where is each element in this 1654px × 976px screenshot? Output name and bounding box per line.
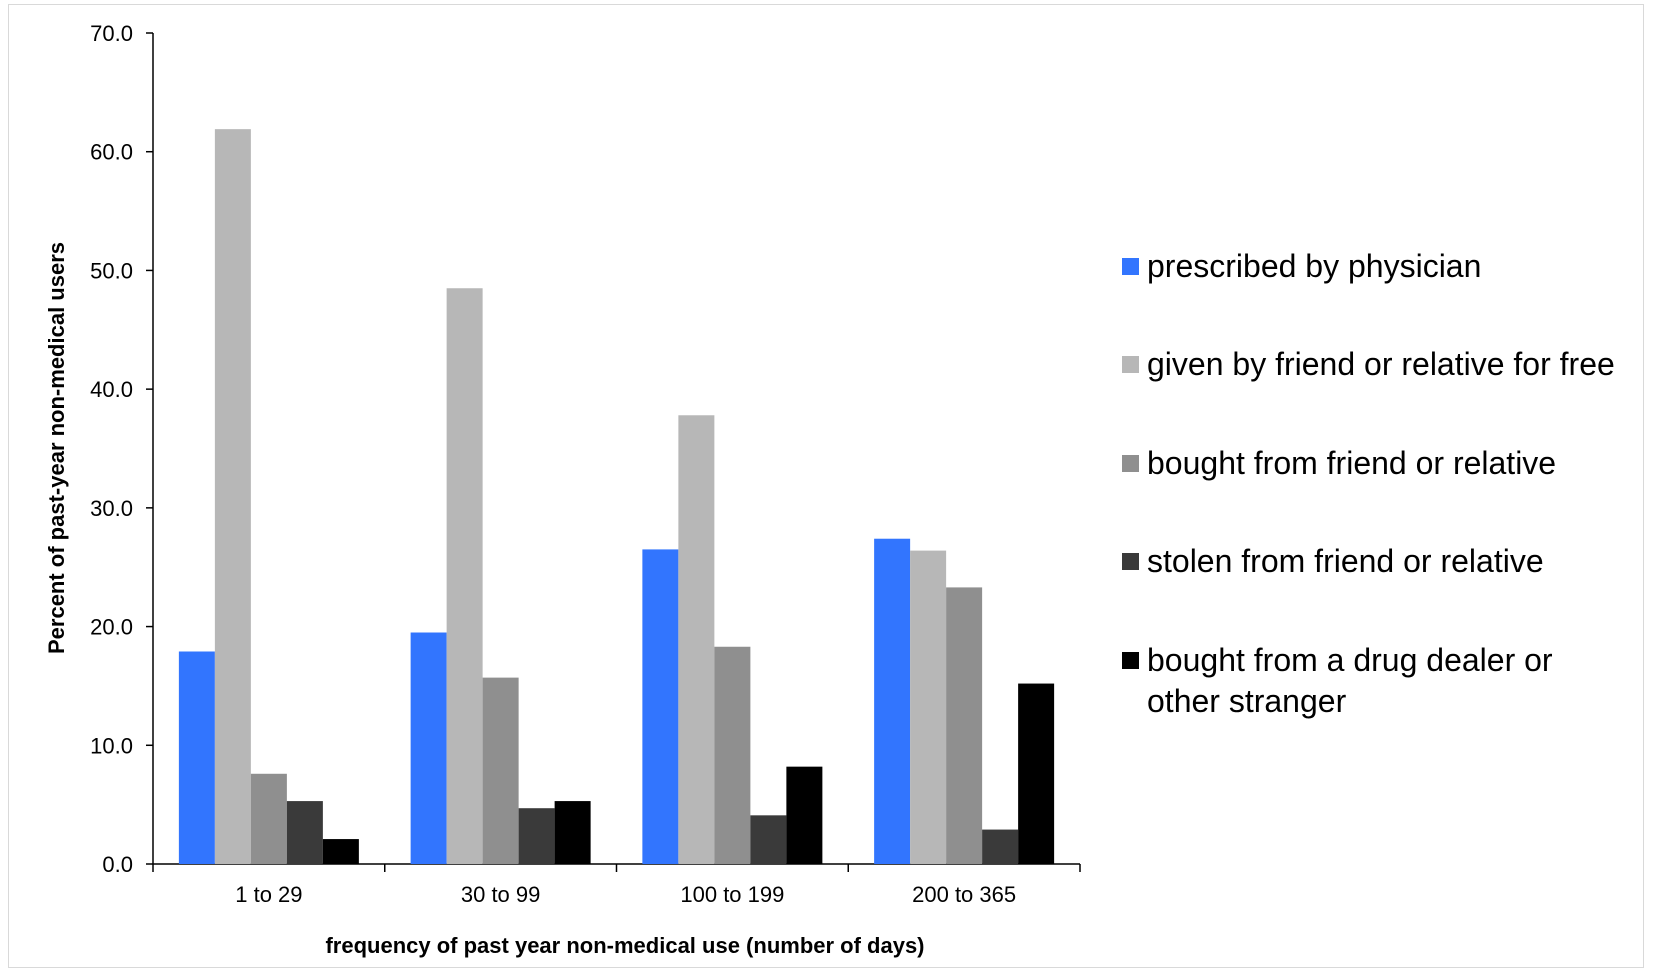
legend-item: stolen from friend or relative <box>1122 541 1617 582</box>
legend-swatch <box>1122 652 1139 669</box>
y-tick-label: 20.0 <box>90 615 133 640</box>
bar <box>322 839 359 864</box>
x-tick-label: 200 to 365 <box>912 882 1016 907</box>
bar <box>410 632 447 864</box>
legend-label: bought from friend or relative <box>1147 445 1557 481</box>
bar <box>982 829 1019 864</box>
bar <box>518 808 555 864</box>
bar <box>178 651 215 864</box>
legend-item: given by friend or relative for free <box>1122 344 1617 385</box>
bar <box>1018 683 1055 864</box>
x-axis-title: frequency of past year non-medical use (… <box>325 933 924 958</box>
y-axis: 0.0 10.0 20.0 30.0 40.0 50.0 60.0 70.0 <box>90 21 154 877</box>
bar <box>214 129 251 864</box>
y-axis-title: Percent of past-year non-medical users <box>44 242 69 654</box>
bar <box>750 815 787 864</box>
x-tick-label: 1 to 29 <box>235 882 302 907</box>
bar <box>786 766 823 864</box>
bar <box>678 415 715 864</box>
legend-swatch <box>1122 356 1139 373</box>
x-axis: 1 to 29 30 to 99 100 to 199 200 to 365 <box>152 863 1081 907</box>
legend-item: bought from friend or relative <box>1122 443 1617 484</box>
legend-label: bought from a drug dealer or other stran… <box>1147 642 1553 719</box>
legend-item: bought from a drug dealer or other stran… <box>1122 640 1617 722</box>
y-tick-label: 60.0 <box>90 140 133 165</box>
bar <box>482 677 519 864</box>
bar <box>554 801 591 864</box>
bar <box>910 550 947 864</box>
bar <box>714 646 751 864</box>
chart-frame <box>8 4 1644 968</box>
y-tick-label: 40.0 <box>90 377 133 402</box>
legend-label: prescribed by physician <box>1147 248 1482 284</box>
bar <box>446 288 483 864</box>
bars <box>178 129 1055 864</box>
legend-item: prescribed by physician <box>1122 246 1617 287</box>
y-tick-label: 70.0 <box>90 21 133 46</box>
bar <box>286 801 323 864</box>
y-tick-label: 30.0 <box>90 496 133 521</box>
y-tick-label: 50.0 <box>90 258 133 283</box>
legend-label: given by friend or relative for free <box>1147 346 1615 382</box>
y-tick-label: 10.0 <box>90 733 133 758</box>
x-tick-label: 100 to 199 <box>680 882 784 907</box>
legend-label: stolen from friend or relative <box>1147 543 1544 579</box>
legend-swatch <box>1122 258 1139 275</box>
bar <box>250 773 287 864</box>
x-tick-label: 30 to 99 <box>461 882 541 907</box>
legend-swatch <box>1122 553 1139 570</box>
bar <box>946 587 983 864</box>
bar <box>874 538 911 864</box>
bar <box>642 549 679 864</box>
legend-swatch <box>1122 455 1139 472</box>
y-tick-label: 0.0 <box>102 852 133 877</box>
